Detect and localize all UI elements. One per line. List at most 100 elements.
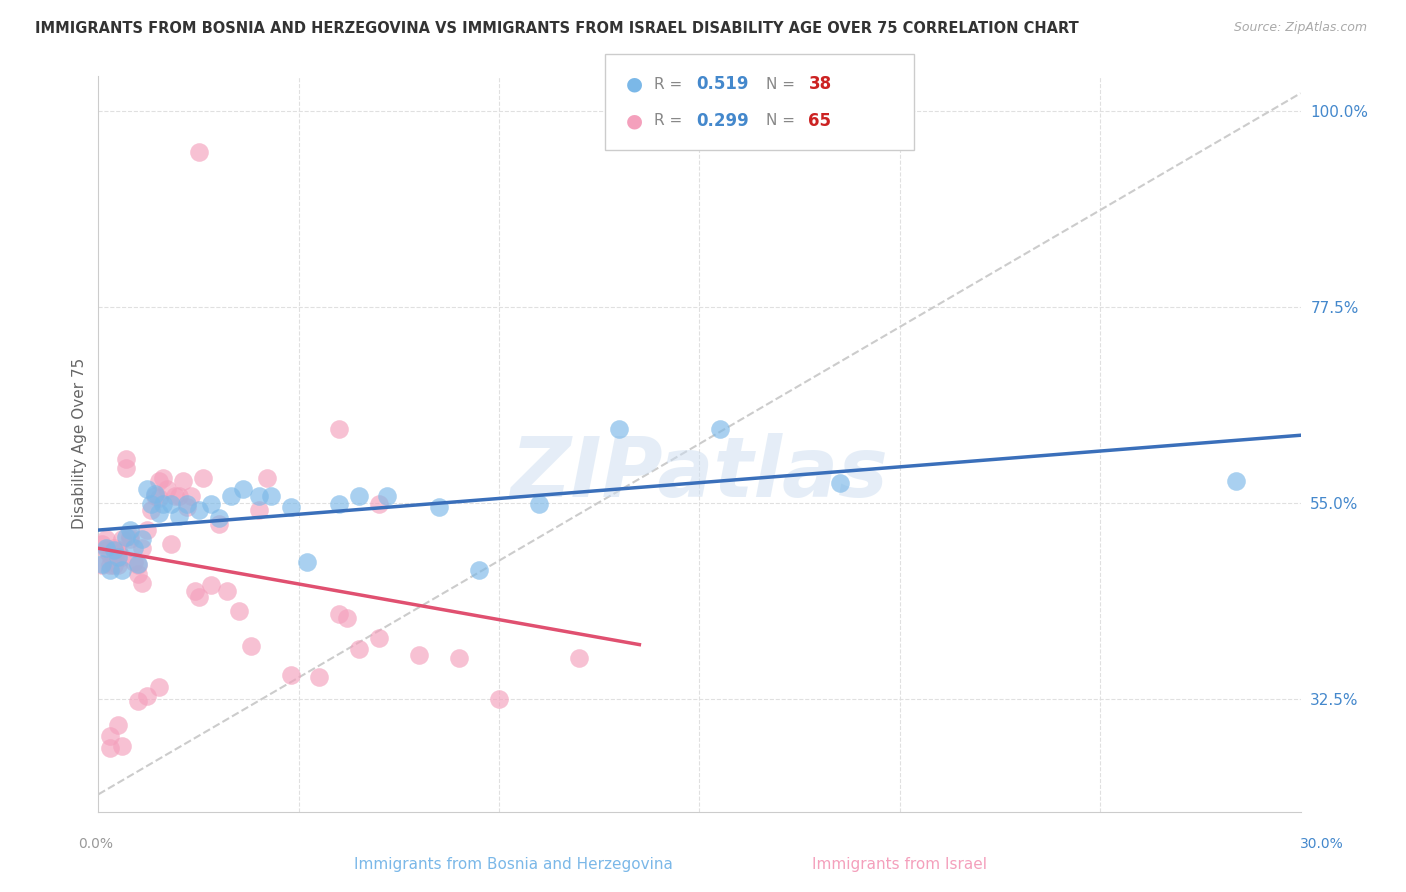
Point: [107, 549, 129, 564]
Text: Immigrants from Bosnia and Herzegovina: Immigrants from Bosnia and Herzegovina: [354, 857, 672, 872]
Point: [152, 471, 174, 485]
Point: [172, 474, 194, 488]
Point: [96, 543, 118, 558]
Point: [111, 549, 134, 564]
Point: [128, 566, 150, 581]
Point: [200, 497, 222, 511]
Point: [280, 668, 302, 682]
Point: [328, 497, 350, 511]
Point: [107, 717, 129, 731]
Y-axis label: Disability Age Over 75: Disability Age Over 75: [72, 359, 87, 529]
Point: [103, 541, 125, 555]
Point: [131, 532, 153, 546]
Point: [159, 497, 181, 511]
Point: [103, 558, 125, 573]
Text: ●: ●: [626, 75, 643, 94]
Point: [91, 557, 114, 571]
Point: [208, 511, 231, 525]
Point: [219, 489, 242, 503]
Point: [100, 729, 122, 743]
Text: 38: 38: [808, 75, 831, 93]
Text: 30.0%: 30.0%: [1299, 837, 1344, 851]
Point: [131, 541, 153, 555]
Point: [135, 524, 157, 538]
Point: [328, 607, 350, 621]
Point: [187, 590, 209, 604]
Point: [128, 694, 150, 708]
Text: IMMIGRANTS FROM BOSNIA AND HERZEGOVINA VS IMMIGRANTS FROM ISRAEL DISABILITY AGE : IMMIGRANTS FROM BOSNIA AND HERZEGOVINA V…: [35, 21, 1078, 36]
Point: [347, 641, 370, 656]
Text: Immigrants from Israel: Immigrants from Israel: [813, 857, 987, 872]
Point: [183, 584, 205, 599]
Point: [375, 489, 398, 503]
Point: [280, 500, 302, 514]
Point: [167, 489, 190, 503]
Text: ZIPatlas: ZIPatlas: [510, 433, 889, 514]
Point: [96, 532, 118, 546]
Text: N =: N =: [766, 113, 800, 128]
Point: [609, 421, 631, 435]
Point: [128, 557, 150, 571]
Point: [176, 500, 198, 514]
Point: [131, 575, 153, 590]
Point: [111, 739, 134, 754]
Point: [328, 421, 350, 435]
Point: [247, 489, 270, 503]
Text: 0.519: 0.519: [696, 75, 748, 93]
Point: [148, 680, 170, 694]
Point: [180, 489, 202, 503]
Text: 0.0%: 0.0%: [79, 837, 112, 851]
Text: ●: ●: [626, 112, 643, 130]
Point: [100, 741, 122, 756]
Point: [148, 474, 170, 488]
Point: [163, 489, 186, 503]
Point: [427, 500, 450, 514]
Point: [91, 558, 114, 573]
Point: [176, 497, 198, 511]
Point: [232, 483, 254, 497]
Point: [155, 483, 177, 497]
Point: [120, 529, 142, 543]
Point: [143, 489, 166, 503]
Point: [139, 502, 162, 516]
Point: [260, 489, 283, 503]
Point: [100, 558, 122, 573]
Point: [187, 145, 209, 160]
Point: [152, 497, 174, 511]
Text: R =: R =: [654, 77, 688, 92]
Point: [124, 541, 146, 555]
Point: [115, 452, 138, 467]
Point: [135, 689, 157, 703]
Point: [91, 537, 114, 551]
Point: [100, 548, 122, 562]
Point: [347, 489, 370, 503]
Point: [120, 524, 142, 538]
Point: [200, 578, 222, 592]
Point: [568, 650, 591, 665]
Point: [107, 543, 129, 558]
Point: [488, 691, 510, 706]
Point: [828, 476, 851, 491]
Point: [115, 530, 138, 544]
Point: [256, 471, 278, 485]
Text: Source: ZipAtlas.com: Source: ZipAtlas.com: [1233, 21, 1367, 34]
Text: R =: R =: [654, 113, 688, 128]
Point: [208, 517, 231, 532]
Point: [447, 650, 470, 665]
Point: [115, 460, 138, 475]
Point: [128, 558, 150, 573]
Point: [368, 631, 391, 645]
Point: [709, 421, 731, 435]
Point: [529, 497, 551, 511]
Point: [308, 670, 330, 684]
Text: 65: 65: [808, 112, 831, 130]
Point: [187, 502, 209, 516]
Point: [148, 491, 170, 506]
Text: N =: N =: [766, 77, 800, 92]
Point: [139, 497, 162, 511]
Point: [167, 508, 190, 523]
Point: [100, 564, 122, 578]
Point: [468, 564, 491, 578]
Point: [159, 537, 181, 551]
Point: [111, 564, 134, 578]
